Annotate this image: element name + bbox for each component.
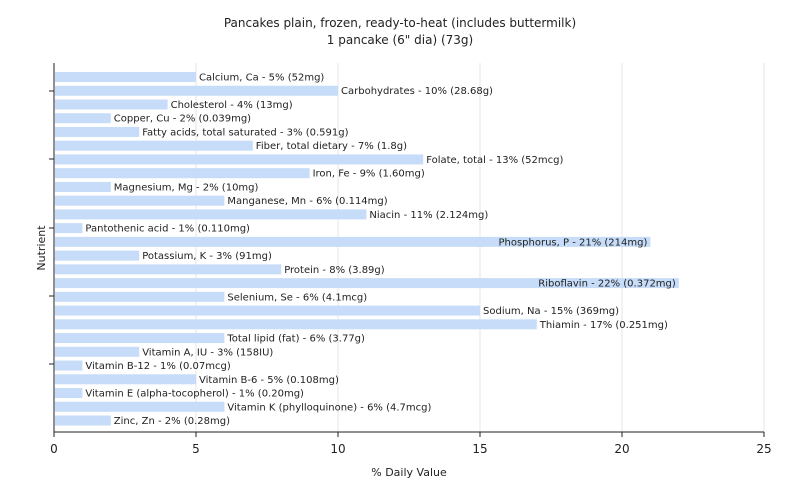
bar-label: Pantothenic acid - 1% (0.110mg) [85,224,250,235]
x-tick-label: 15 [472,442,487,456]
bar [55,401,225,412]
bar [55,374,196,385]
bar [55,85,338,96]
bar [55,305,480,316]
chart-title: Pancakes plain, frozen, ready-to-heat (i… [224,16,576,30]
bar [55,168,310,179]
bar-label: Cholesterol - 4% (13mg) [171,100,293,111]
bar-label: Riboflavin - 22% (0.372mg) [538,279,676,290]
bar [55,113,111,124]
bar [55,360,83,371]
bar [55,126,140,137]
bar-label: Thiamin - 17% (0.251mg) [539,320,668,331]
bar-label: Fiber, total dietary - 7% (1.8g) [256,141,407,152]
bar-labels: Calcium, Ca - 5% (52mg) Carbohydrates - 1… [85,73,675,428]
x-tick-label: 5 [192,442,200,456]
bar-label: Phosphorus, P - 21% (214mg) [498,237,647,248]
bar [55,415,111,426]
bar [55,264,282,275]
bar [55,99,168,110]
bar [55,154,424,165]
y-axis-ticks [49,90,54,365]
bar-label: Vitamin B-12 - 1% (0.07mcg) [85,361,230,372]
x-tick-label: 0 [50,442,58,456]
bar [55,346,140,357]
bar-label: Calcium, Ca - 5% (52mg) [199,73,324,84]
x-tick-label: 10 [330,442,345,456]
bar [55,140,253,151]
x-tick-label: 25 [756,442,771,456]
bar-label: Folate, total - 13% (52mcg) [426,155,563,166]
bar-label: Vitamin E (alpha-tocopherol) - 1% (0.20m… [85,389,304,400]
bar-label: Niacin - 11% (2.124mg) [369,210,488,221]
bar [55,236,651,247]
chart-subtitle: 1 pancake (6" dia) (73g) [327,33,473,47]
bar-label: Selenium, Se - 6% (4.1mcg) [227,292,367,303]
bar-label: Manganese, Mn - 6% (0.114mg) [227,196,387,207]
x-axis-ticks: 0 5 10 15 20 25 [50,432,772,456]
bar-label: Copper, Cu - 2% (0.039mg) [114,114,251,125]
bar [55,223,83,234]
bar-label: Carbohydrates - 10% (28.68g) [341,86,493,97]
bar [55,195,225,206]
gridlines [195,63,765,432]
bars [55,72,679,426]
y-axis-label: Nutrient [35,225,48,271]
x-tick-label: 20 [614,442,629,456]
bar-label: Magnesium, Mg - 2% (10mg) [114,182,259,193]
bar-label: Zinc, Zn - 2% (0.28mg) [114,416,230,427]
bar [55,72,196,82]
bar-label: Protein - 8% (3.89g) [284,265,385,276]
bar-label: Potassium, K - 3% (91mg) [142,251,272,262]
bar-label: Fatty acids, total saturated - 3% (0.591… [142,127,348,138]
bar [55,388,83,399]
bar-label: Sodium, Na - 15% (369mg) [483,306,619,317]
bar [55,250,140,261]
bar [55,333,225,344]
x-axis-label: % Daily Value [371,466,447,479]
bar-label: Vitamin B-6 - 5% (0.108mg) [199,375,339,386]
bar-label: Total lipid (fat) - 6% (3.77g) [226,334,365,345]
bar-label: Vitamin K (phylloquinone) - 6% (4.7mcg) [227,402,431,413]
bar-label: Vitamin A, IU - 3% (158IU) [142,347,273,358]
bar [55,291,225,302]
bar [55,278,679,289]
bar [55,319,537,330]
bar [55,209,367,220]
bar-label: Iron, Fe - 9% (1.60mg) [313,169,425,180]
bar [55,181,111,192]
